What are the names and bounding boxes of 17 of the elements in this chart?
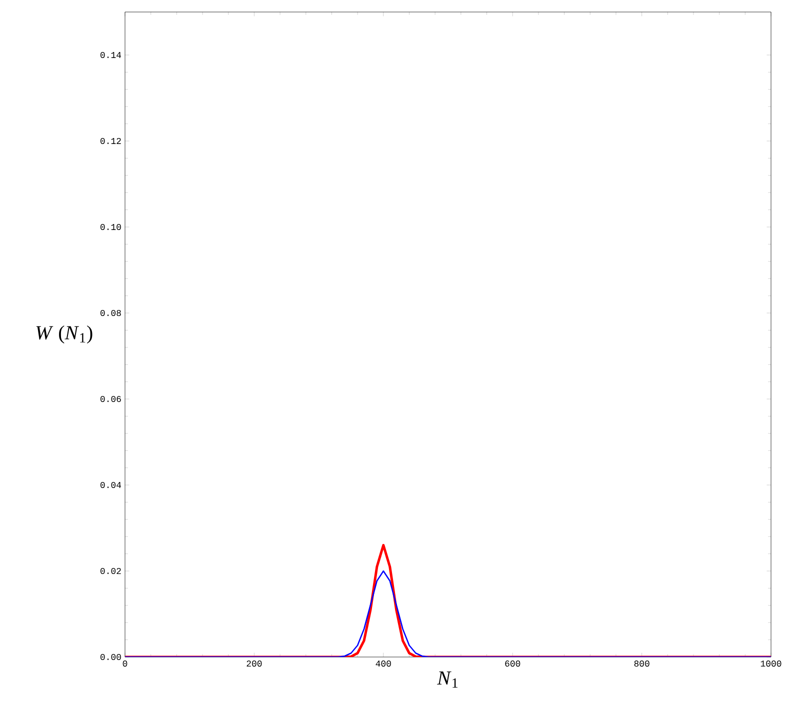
x-tick-label: 200 [246,660,262,667]
x-tick-label: 800 [634,660,650,667]
x-tick-label: 0 [122,660,128,667]
y-tick-label: 0.06 [100,396,121,402]
line-series [125,570,772,657]
x-axis-title: N$_{1}$ [437,671,458,688]
y-tick-label: 0.04 [100,482,122,488]
y-tick-label: 0.00 [100,654,121,660]
y-tick-label: 0.08 [100,310,121,316]
y-tick-label: 0.12 [100,138,121,144]
y-tick-label: 0.02 [100,568,121,574]
y-axis-title: W (N$_{1}$) [36,325,92,344]
y-tick-label: 0.10 [100,224,121,230]
x-tick-label: 600 [505,660,520,667]
y-tick-label: 0.14 [100,52,122,58]
x-tick-label: 1000 [760,660,782,667]
x-tick-label: 400 [376,660,391,667]
